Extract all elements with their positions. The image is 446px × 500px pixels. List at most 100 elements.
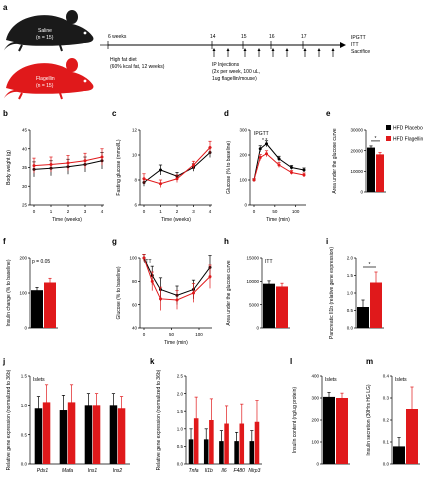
ip-amount-label: 1ug flagellin/mouse)	[212, 76, 257, 82]
chart-b-ytick-label-2: 35	[22, 165, 28, 170]
chart-c-xlabel: Time (weeks)	[161, 217, 191, 223]
chart-j-ytick-label-1: 0.5	[21, 432, 28, 437]
chart-h-ytick-label-3: 15000	[246, 256, 259, 261]
chart-c-xtick-label-2: 2	[176, 209, 179, 214]
chart-d-ytick-label-1: 100	[239, 178, 247, 183]
chart-f-bar-1	[44, 282, 56, 328]
chart-i-ytick-label-4: 2.0	[347, 256, 354, 261]
chart-c-xtick-label-3: 3	[192, 209, 195, 214]
injection-arrowhead-2	[243, 48, 247, 51]
chart-c-s0-point-1	[159, 168, 162, 172]
chart-k-s0-bar-0	[188, 439, 194, 464]
chart-b-ytick-label-4: 45	[22, 128, 28, 133]
chart-l-bar-0	[323, 396, 335, 464]
chart-g-xtick-label-1: 50	[169, 332, 175, 337]
chart-l-title: Islets	[325, 377, 337, 383]
chart-g-xtick-label-2: 100	[195, 332, 203, 337]
chart-d-s0-point-2	[265, 142, 268, 146]
chart-f-ytick-label-2: 200	[19, 256, 27, 261]
chart-b-ytick-label-3: 40	[22, 146, 28, 151]
chart-d-title: IPGTT	[254, 131, 269, 137]
ip-dose-label: (2x per week, 100 uL,	[212, 69, 260, 75]
chart-g-s1-point-2	[159, 297, 162, 301]
chart-j-category-label-1: Mafa	[62, 468, 73, 474]
chart-e-ytick-label-3: 30000	[350, 128, 363, 133]
panel-label-b: b	[3, 109, 8, 118]
chart-g-s1-point-3	[175, 298, 179, 302]
chart-e-ytick-label-1: 10000	[350, 169, 363, 174]
chart-j-s1-bar-1	[67, 402, 76, 464]
chart-k-s1-bar-3	[239, 423, 245, 464]
chart-k-s0-bar-2	[219, 441, 224, 464]
chart-f-ytick-label-1: 100	[19, 291, 27, 296]
chart-g-ylabel: Glucose (% to baseline)	[116, 266, 122, 319]
chart-i-bar-0	[357, 307, 369, 328]
chart-k-ytick-label-5: 2.5	[177, 374, 184, 379]
chart-d-xtick-label-2: 100	[292, 209, 300, 214]
saline-mouse-icon	[3, 10, 94, 52]
chart-j-s1-bar-3	[117, 408, 126, 464]
chart-m-ytick-label-0: 0.0	[383, 462, 390, 467]
chart-b-xtick-label-0: 0	[33, 209, 36, 214]
endpoint-sacrifice-label: Sacrifice	[351, 49, 370, 55]
chart-k-category-label-2: Il6	[221, 468, 227, 474]
chart-g-s1-point-4	[192, 291, 195, 295]
chart-d-s1-point-4	[290, 171, 293, 174]
chart-c-ytick-label-1: 8	[134, 178, 137, 183]
chart-m-title: Islets	[395, 377, 407, 383]
chart-k-category-label-0: Tnfa	[189, 468, 199, 474]
chart-k-s1-bar-1	[209, 420, 214, 464]
diet-detail-label: (60% kcal fat, 12 weeks)	[110, 64, 165, 70]
chart-m-ytick-label-1: 0.1	[383, 440, 390, 445]
chart-f: 0 100 200 Insulin change (% to baseline) p =…	[6, 256, 58, 331]
chart-e-ytick-label-0: 0	[360, 190, 363, 195]
injection-arrowhead-1	[226, 48, 230, 51]
flagellin-mouse-icon	[3, 58, 94, 100]
chart-f-annotation: p = 0.05	[32, 259, 50, 265]
injection-arrowhead-7	[317, 48, 321, 51]
chart-d-s1-point-5	[302, 173, 306, 177]
chart-k-ytick-label-2: 1.0	[177, 427, 184, 432]
chart-k-category-label-4: Nlrp3	[248, 468, 260, 474]
chart-j-category-label-3: Ins2	[113, 468, 123, 474]
timeline-arrowhead	[340, 42, 346, 48]
chart-c-xtick-label-0: 0	[143, 209, 146, 214]
saline-group-label: Saline	[38, 28, 52, 34]
chart-h-ytick-label-2: 10000	[246, 279, 259, 284]
chart-k-s0-bar-3	[234, 441, 239, 464]
panel-label-m: m	[366, 357, 373, 366]
chart-e-bar-1	[376, 154, 384, 192]
chart-j-title: Islets	[33, 377, 45, 383]
chart-k-s0-bar-4	[249, 441, 255, 464]
legend: HFD Placebo HFD Flagellin	[386, 125, 424, 143]
legend-label-placebo: HFD Placebo	[393, 126, 423, 132]
chart-j: 0.0 0.5 1.0 1.5 Relative gene expression (no…	[6, 369, 130, 474]
chart-j-ytick-label-0: 0.0	[21, 462, 28, 467]
chart-d-s0-point-1	[258, 147, 262, 151]
chart-d-ytick-label-3: 300	[239, 128, 247, 133]
schematic-panel: Saline (n = 15) Flagellin (n = 15) 6 wee…	[3, 10, 370, 100]
chart-e-ytick-label-2: 20000	[350, 148, 363, 153]
chart-b-ytick-label-0: 25	[22, 203, 28, 208]
panel-label-d: d	[224, 109, 229, 118]
chart-k-s0-bar-1	[203, 439, 209, 464]
chart-b-s1-point-3	[83, 159, 87, 163]
week-label-16: 16	[269, 34, 275, 40]
chart-g-title: ITT	[144, 259, 152, 265]
legend-swatch-flagellin	[386, 136, 391, 141]
chart-d-xlabel: Time (min)	[266, 217, 290, 223]
chart-m-ytick-label-4: 0.4	[383, 374, 390, 379]
chart-h: 0 5000 10000 15000 Area under the glucose cu…	[226, 256, 290, 331]
chart-k-ytick-label-3: 1.5	[177, 409, 184, 414]
chart-b-xtick-label-4: 4	[101, 209, 104, 214]
chart-b-ytick-label-1: 30	[22, 184, 28, 189]
injection-arrowhead-8	[331, 48, 335, 51]
chart-m-ytick-label-3: 0.3	[383, 396, 390, 401]
chart-m: 0.0 0.1 0.2 0.3 0.4 Insulin secretion (30Hrs …	[366, 374, 420, 467]
panel-label-i: i	[326, 237, 328, 246]
chart-b-s1-point-2	[66, 161, 70, 165]
chart-f-ytick-label-0: 0	[24, 326, 27, 331]
chart-g-xtick-label-0: 0	[143, 332, 146, 337]
